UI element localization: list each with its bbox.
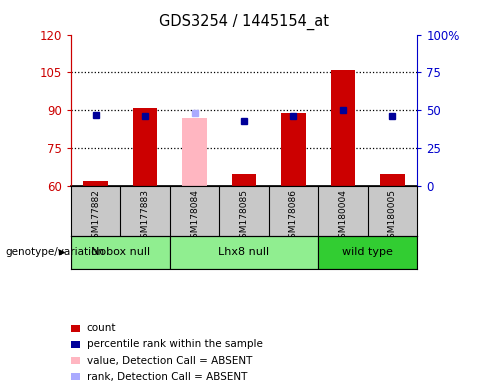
Text: percentile rank within the sample: percentile rank within the sample — [87, 339, 263, 349]
Text: GSM178084: GSM178084 — [190, 189, 199, 243]
Bar — [182, 118, 207, 186]
Text: wild type: wild type — [342, 247, 393, 258]
Bar — [232, 174, 256, 186]
Bar — [170, 236, 318, 269]
Text: GSM178086: GSM178086 — [289, 189, 298, 244]
Bar — [83, 181, 108, 186]
Text: GDS3254 / 1445154_at: GDS3254 / 1445154_at — [159, 13, 329, 30]
Text: GSM178085: GSM178085 — [240, 189, 248, 244]
Text: Lhx8 null: Lhx8 null — [219, 247, 269, 258]
Text: rank, Detection Call = ABSENT: rank, Detection Call = ABSENT — [87, 372, 247, 382]
Bar — [133, 108, 157, 186]
Text: Nobox null: Nobox null — [91, 247, 150, 258]
Bar — [380, 174, 405, 186]
Text: GSM177882: GSM177882 — [91, 189, 100, 243]
Text: GSM180005: GSM180005 — [388, 189, 397, 244]
Text: value, Detection Call = ABSENT: value, Detection Call = ABSENT — [87, 356, 252, 366]
Bar — [281, 113, 306, 186]
Text: count: count — [87, 323, 116, 333]
Text: GSM180004: GSM180004 — [339, 189, 347, 243]
Text: genotype/variation: genotype/variation — [5, 247, 104, 258]
Bar — [71, 236, 170, 269]
Text: GSM177883: GSM177883 — [141, 189, 149, 244]
Bar — [331, 70, 355, 186]
Bar — [318, 236, 417, 269]
